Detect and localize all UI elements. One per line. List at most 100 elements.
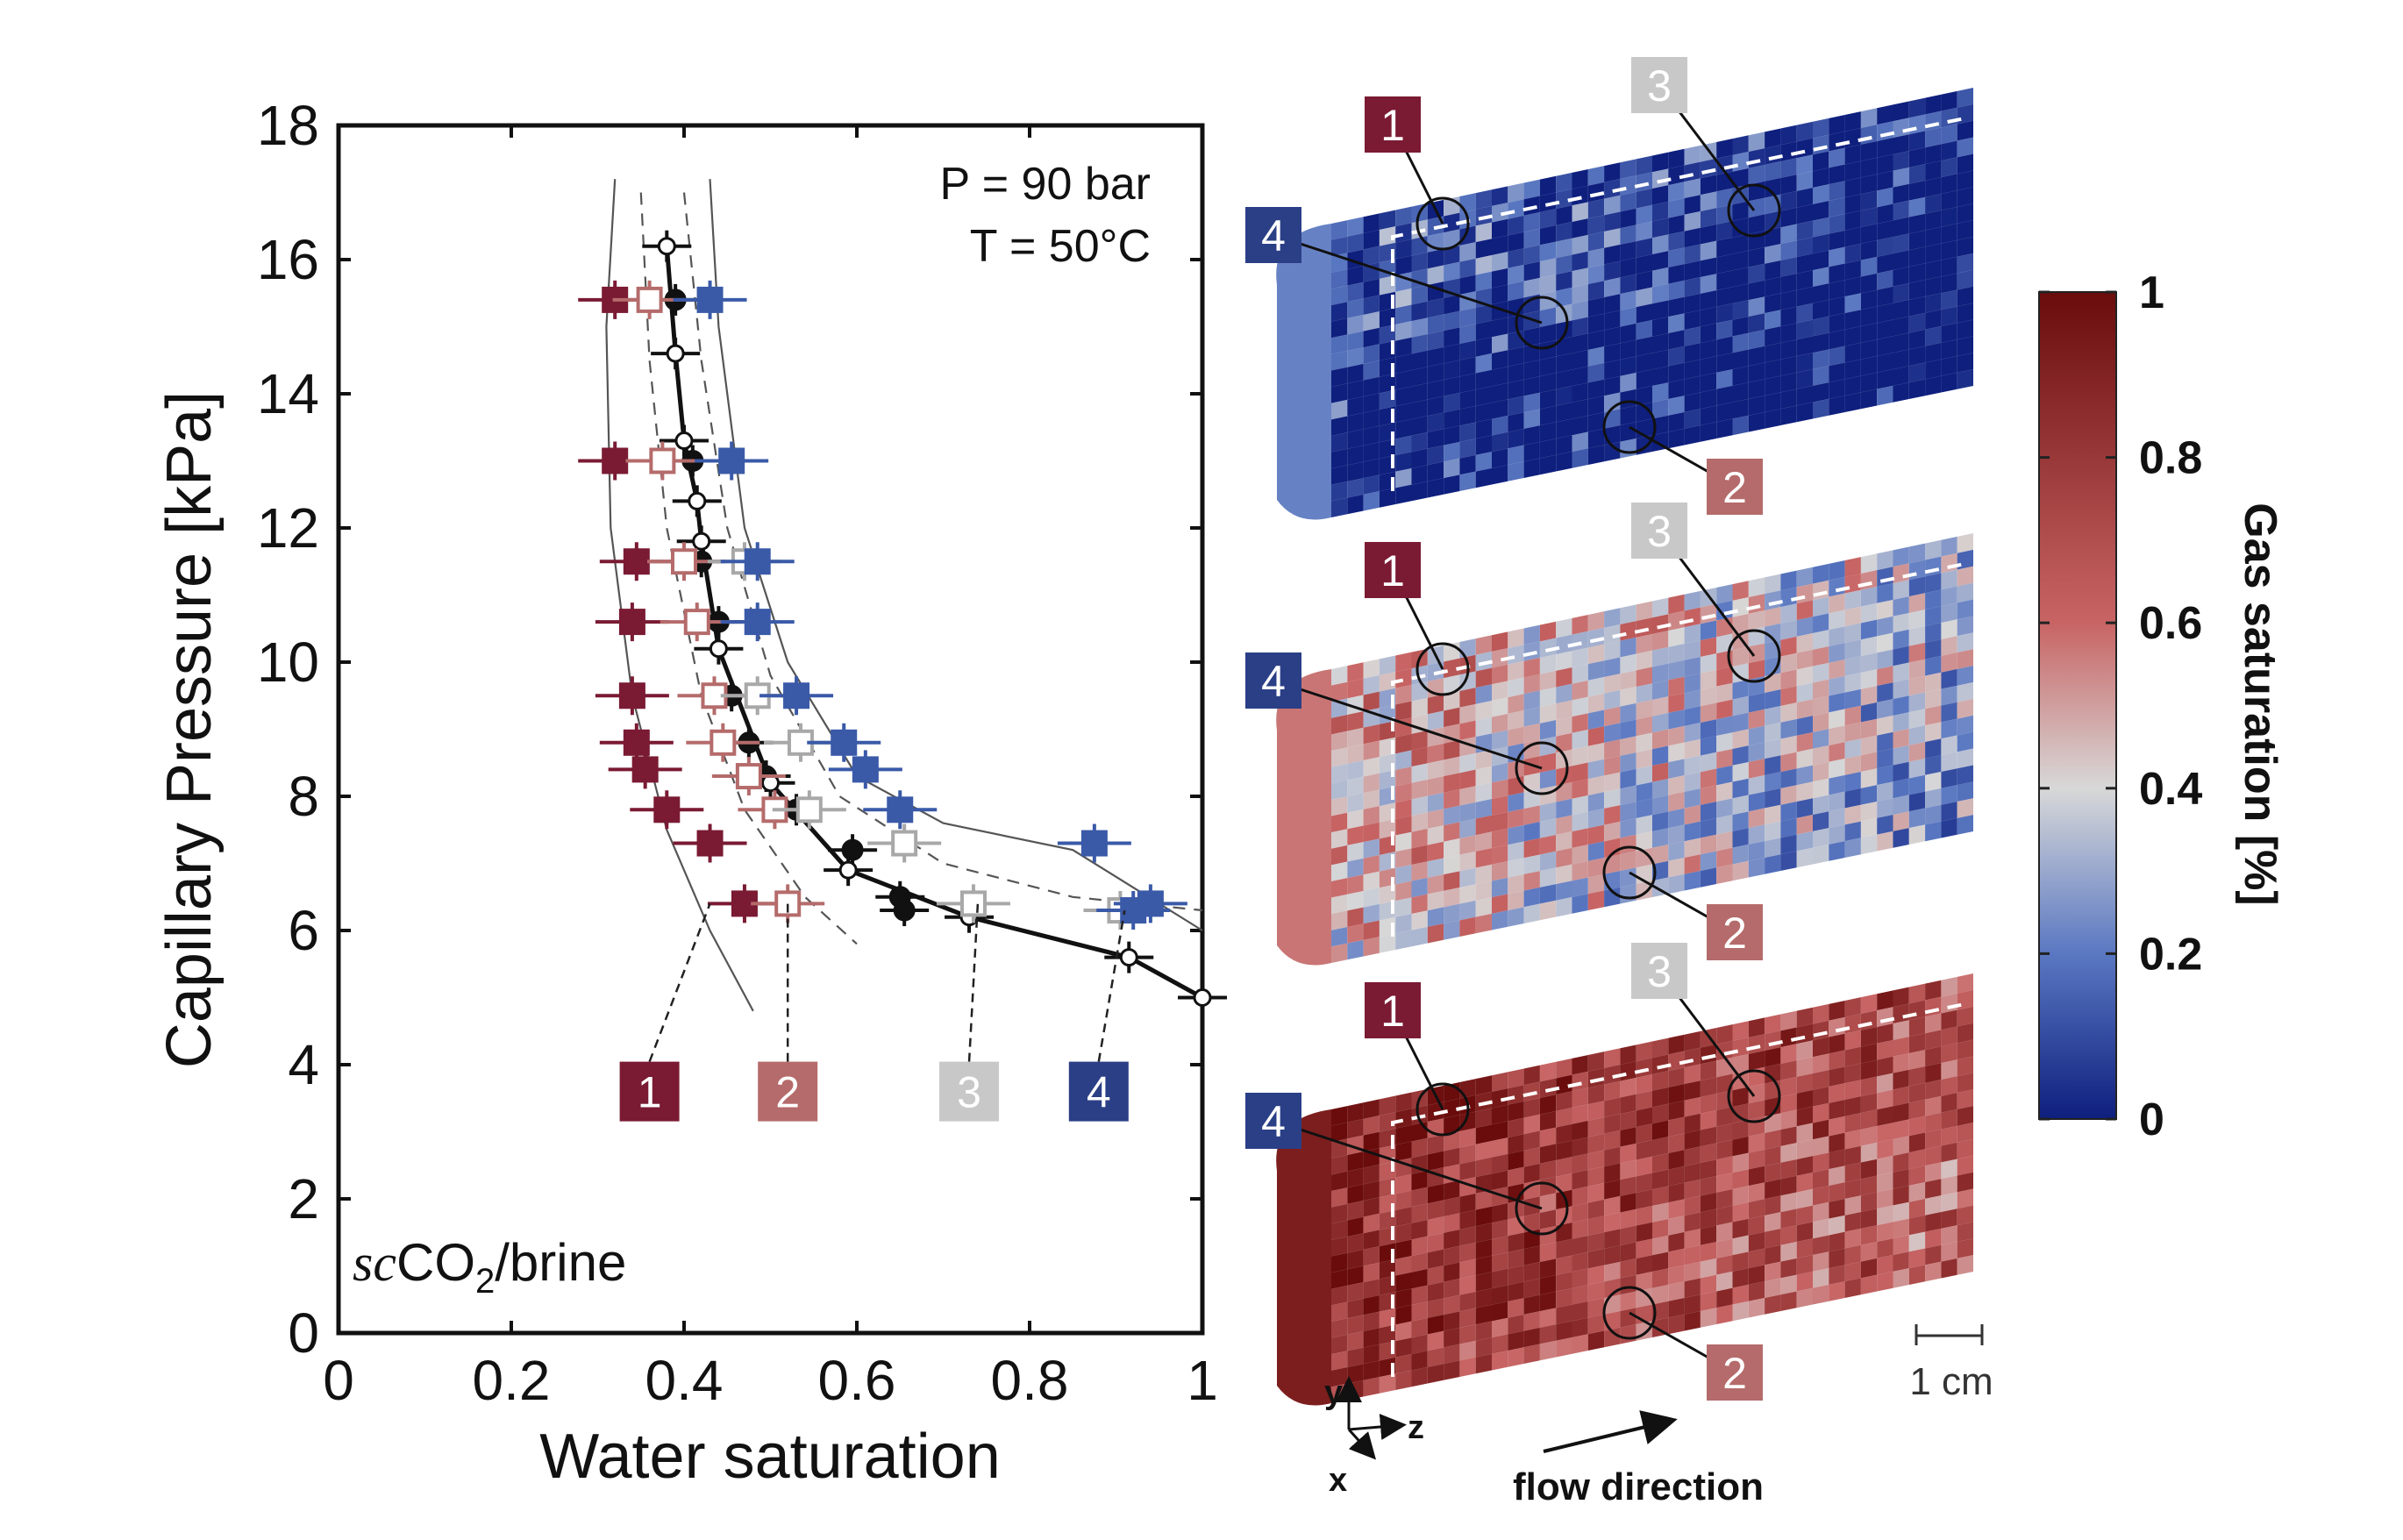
saturation-cell	[1475, 1353, 1492, 1374]
saturation-cell	[1877, 203, 1893, 225]
saturation-cell	[1668, 428, 1685, 449]
saturation-cell	[1363, 1099, 1380, 1119]
saturation-cell	[1636, 1140, 1652, 1160]
saturation-cell	[1684, 1195, 1701, 1216]
saturation-cell	[1860, 1175, 1878, 1196]
saturation-cell	[1539, 1225, 1557, 1246]
saturation-cell	[1475, 766, 1492, 787]
saturation-cell	[1684, 161, 1701, 182]
saturation-cell	[1508, 412, 1524, 432]
saturation-cell	[1652, 398, 1669, 419]
saturation-cell	[1893, 200, 1909, 221]
saturation-cell	[1363, 1116, 1380, 1136]
saturation-cell	[1523, 1098, 1540, 1118]
saturation-cell	[1925, 1179, 1942, 1199]
saturation-cell	[1716, 369, 1733, 389]
saturation-cell	[1444, 1115, 1460, 1135]
saturation-cell	[1347, 363, 1364, 384]
saturation-cell	[1411, 910, 1428, 930]
saturation-cell	[1908, 329, 1926, 350]
saturation-cell	[1539, 802, 1557, 823]
saturation-cell	[1636, 716, 1652, 737]
saturation-cell	[1636, 781, 1652, 802]
saturation-cell	[1427, 216, 1444, 237]
saturation-cell	[1957, 765, 1973, 786]
saturation-cell	[1844, 1278, 1861, 1298]
saturation-cell	[1652, 349, 1669, 370]
saturation-cell	[1572, 828, 1588, 848]
saturation-cell	[1877, 815, 1893, 835]
saturation-cell	[1395, 1370, 1412, 1390]
saturation-cell	[1395, 321, 1412, 341]
saturation-cell	[1957, 1188, 1973, 1209]
saturation-cell	[1732, 217, 1749, 238]
saturation-cell	[1748, 346, 1765, 367]
saturation-cell	[1539, 1144, 1557, 1164]
saturation-cell	[1765, 755, 1781, 775]
region-label-box	[1631, 57, 1687, 113]
saturation-cell	[1587, 1314, 1605, 1335]
saturation-cell	[1765, 1047, 1781, 1067]
saturation-cell	[1796, 716, 1813, 736]
saturation-cell	[1844, 144, 1861, 165]
colorbar-tick-label: 0.8	[2139, 433, 2202, 484]
saturation-cell	[1523, 179, 1540, 200]
saturation-cell	[1860, 652, 1878, 674]
saturation-cell	[1684, 1278, 1701, 1298]
saturation-cell	[1813, 1070, 1829, 1090]
saturation-cell	[1572, 1186, 1588, 1207]
saturation-cell	[1813, 217, 1829, 238]
saturation-cell	[1475, 452, 1492, 472]
saturation-cell	[1523, 392, 1540, 413]
saturation-cell	[1539, 1078, 1557, 1099]
saturation-cell	[1860, 669, 1878, 689]
saturation-cell	[1347, 298, 1364, 318]
saturation-cell	[1492, 333, 1508, 354]
saturation-cell	[1652, 795, 1669, 816]
saturation-cell	[1475, 1190, 1492, 1210]
saturation-cell	[1684, 1179, 1701, 1200]
saturation-cell	[1732, 795, 1749, 816]
saturation-cell	[1347, 1347, 1364, 1368]
region-leader	[1273, 1119, 1543, 1210]
saturation-cell	[1347, 429, 1364, 449]
saturation-cell	[1556, 418, 1572, 439]
saturation-cell	[1508, 1249, 1524, 1269]
saturation-cell	[1508, 824, 1524, 845]
saturation-cell	[1908, 1231, 1926, 1252]
saturation-cell	[1765, 1030, 1781, 1051]
saturation-cell	[1941, 1009, 1957, 1030]
saturation-cell	[1636, 617, 1652, 638]
saturation-cell	[1829, 379, 1845, 399]
saturation-cell	[1331, 861, 1348, 881]
saturation-cell	[1556, 1321, 1572, 1341]
saturation-cell	[1780, 620, 1797, 640]
saturation-cell	[1492, 779, 1508, 800]
saturation-cell	[1829, 742, 1845, 762]
saturation-cell	[1492, 681, 1508, 701]
saturation-cell	[1700, 257, 1717, 278]
saturation-cell	[1668, 824, 1685, 845]
saturation-cell	[1844, 243, 1861, 264]
saturation-cell	[1941, 1026, 1957, 1047]
saturation-cell	[1636, 270, 1652, 291]
saturation-cell	[1459, 307, 1476, 328]
saturation-cell	[1668, 808, 1685, 829]
region-label-box	[1707, 1344, 1763, 1401]
saturation-cell	[1765, 210, 1781, 232]
saturation-cell	[1459, 258, 1476, 279]
saturation-cell	[1395, 652, 1412, 673]
saturation-cell	[1395, 403, 1412, 423]
saturation-cell	[1765, 161, 1781, 182]
saturation-cell	[1347, 891, 1364, 911]
region-circle-1	[1415, 642, 1470, 696]
saturation-cell	[1636, 1189, 1652, 1209]
saturation-cell	[1829, 1281, 1845, 1301]
saturation-cell	[1572, 448, 1588, 468]
saturation-cell	[1363, 659, 1380, 679]
saturation-cell	[1347, 1364, 1364, 1384]
saturation-cell	[1492, 267, 1508, 289]
saturation-cell	[1604, 228, 1621, 248]
saturation-cell	[1475, 1108, 1492, 1129]
y-tick-label: 16	[257, 228, 319, 291]
